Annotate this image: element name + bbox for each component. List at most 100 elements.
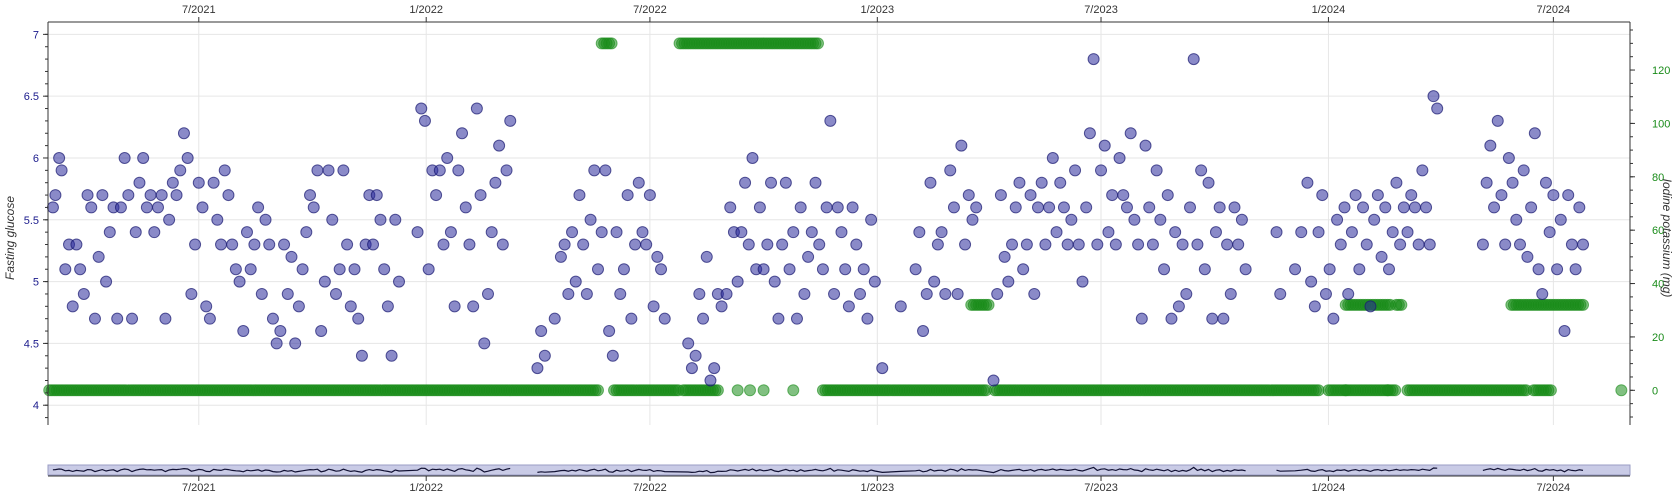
iodine-point — [1577, 298, 1590, 311]
glucose-point — [685, 362, 698, 375]
glucose-point — [1308, 300, 1321, 313]
glucose-point — [621, 189, 634, 202]
glucose-point — [1184, 201, 1197, 214]
glucose-point — [1499, 238, 1512, 251]
glucose-point — [237, 325, 250, 338]
glucose-point — [920, 287, 933, 300]
glucose-point — [643, 189, 656, 202]
glucose-point — [370, 189, 383, 202]
axes: 7/2021 1/2022 7/2022 1/2023 7/2023 1/2024 7/20… — [24, 4, 1670, 425]
glucose-point — [441, 151, 454, 164]
glucose-point — [240, 226, 253, 239]
glucose-point — [315, 325, 328, 338]
glucose-point — [1382, 263, 1395, 276]
glucose-point — [1054, 176, 1067, 189]
glucose-point — [1368, 213, 1381, 226]
glucose-point — [531, 362, 544, 375]
glucose-point — [1506, 176, 1519, 189]
navigator[interactable]: 7/2021 1/2022 7/2022 1/2023 7/2023 1/2024 7/20… — [47, 464, 1631, 494]
glucose-point — [348, 263, 361, 276]
glucose-point — [640, 238, 653, 251]
glucose-point — [761, 238, 774, 251]
glucose-point — [430, 189, 443, 202]
glucose-point — [74, 263, 87, 276]
glucose-point — [148, 226, 161, 239]
glucose-point — [1128, 213, 1141, 226]
glucose-point — [337, 164, 350, 177]
glucose-point — [103, 226, 116, 239]
glucose-point — [1039, 238, 1052, 251]
glucose-point — [861, 312, 874, 325]
iodine-point — [744, 384, 757, 397]
glucose-point — [794, 201, 807, 214]
glucose-point — [790, 312, 803, 325]
glucose-point — [1484, 139, 1497, 152]
glucose-point — [1028, 287, 1041, 300]
glucose-point — [1221, 238, 1234, 251]
glucose-point — [53, 151, 66, 164]
glucose-point — [1371, 189, 1384, 202]
glucose-point — [1319, 287, 1332, 300]
glucose-point — [389, 213, 402, 226]
glucose-point — [493, 139, 506, 152]
glucose-point — [1154, 213, 1167, 226]
glucose-point — [1543, 226, 1556, 239]
glucose-point — [311, 164, 324, 177]
glucose-point — [133, 176, 146, 189]
glucose-point — [92, 250, 105, 263]
glucose-point — [126, 312, 139, 325]
glucose-point — [1539, 176, 1552, 189]
iodine-point — [711, 384, 724, 397]
glucose-point — [1017, 263, 1030, 276]
glucose-point — [1316, 189, 1329, 202]
glucose-point — [569, 275, 582, 288]
glucose-point — [1091, 238, 1104, 251]
glucose-point — [222, 189, 235, 202]
glucose-point — [947, 201, 960, 214]
glucose-point — [1554, 213, 1567, 226]
glucose-point — [998, 250, 1011, 263]
fasting-glucose-series — [46, 53, 1590, 387]
glucose-point — [341, 238, 354, 251]
glucose-point — [1274, 287, 1287, 300]
glucose-point — [326, 213, 339, 226]
glucose-point — [753, 201, 766, 214]
glucose-point — [1517, 164, 1530, 177]
glucose-point — [1080, 201, 1093, 214]
glucose-point — [715, 300, 728, 313]
glucose-point — [333, 263, 346, 276]
glucose-point — [742, 238, 755, 251]
glucose-point — [839, 263, 852, 276]
glucose-point — [1146, 238, 1159, 251]
glucose-point — [255, 287, 268, 300]
glucose-point — [49, 189, 62, 202]
glucose-point — [1206, 312, 1219, 325]
glucose-point — [1098, 139, 1111, 152]
glucose-point — [1065, 213, 1078, 226]
glucose-point — [200, 300, 213, 313]
glucose-point — [174, 164, 187, 177]
glucose-point — [1301, 176, 1314, 189]
glucose-point — [1551, 263, 1564, 276]
glucose-point — [783, 263, 796, 276]
glucose-point — [1334, 238, 1347, 251]
glucose-point — [658, 312, 671, 325]
x-tick-label-top: 1/2022 — [409, 4, 443, 16]
glucose-point — [129, 226, 142, 239]
glucose-point — [1165, 312, 1178, 325]
navigator-x-tick-label: 7/2021 — [182, 482, 216, 494]
glucose-point — [1043, 201, 1056, 214]
glucose-point — [1195, 164, 1208, 177]
glucose-point — [433, 164, 446, 177]
glucose-point — [1158, 263, 1171, 276]
glucose-point — [828, 287, 841, 300]
right-y-tick-label: 60 — [1652, 225, 1664, 237]
left-axis-label: Fasting glucose — [3, 196, 17, 280]
x-tick-label-top: 7/2023 — [1084, 4, 1118, 16]
glucose-point — [850, 238, 863, 251]
glucose-point — [1364, 300, 1377, 313]
glucose-point — [329, 287, 342, 300]
glucose-point — [467, 300, 480, 313]
glucose-point — [538, 349, 551, 362]
glucose-point — [215, 238, 228, 251]
